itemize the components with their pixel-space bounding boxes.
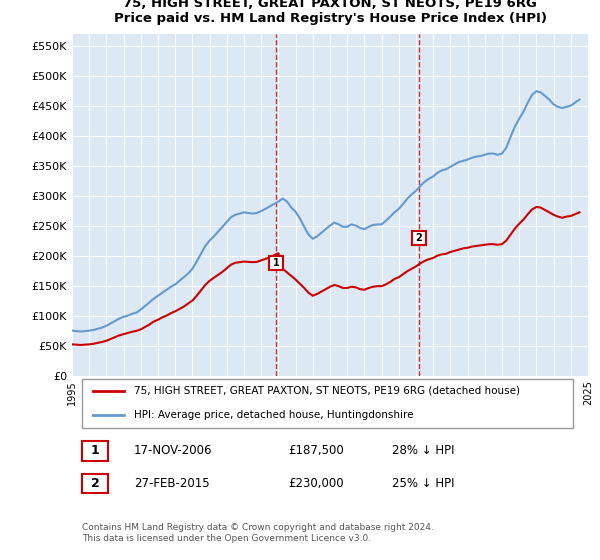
Text: 28% ↓ HPI: 28% ↓ HPI: [392, 444, 454, 458]
FancyBboxPatch shape: [82, 379, 572, 427]
Text: 1: 1: [91, 444, 100, 458]
Text: £187,500: £187,500: [289, 444, 344, 458]
Text: 2: 2: [415, 232, 422, 242]
Text: £230,000: £230,000: [289, 477, 344, 490]
Text: HPI: Average price, detached house, Huntingdonshire: HPI: Average price, detached house, Hunt…: [134, 410, 413, 420]
Title: 75, HIGH STREET, GREAT PAXTON, ST NEOTS, PE19 6RG
Price paid vs. HM Land Registr: 75, HIGH STREET, GREAT PAXTON, ST NEOTS,…: [113, 0, 547, 26]
Text: 27-FEB-2015: 27-FEB-2015: [134, 477, 209, 490]
Text: 25% ↓ HPI: 25% ↓ HPI: [392, 477, 454, 490]
FancyBboxPatch shape: [82, 441, 108, 461]
Text: 75, HIGH STREET, GREAT PAXTON, ST NEOTS, PE19 6RG (detached house): 75, HIGH STREET, GREAT PAXTON, ST NEOTS,…: [134, 386, 520, 396]
FancyBboxPatch shape: [82, 474, 108, 493]
Text: 2: 2: [91, 477, 100, 490]
Text: 1: 1: [273, 258, 280, 268]
Text: Contains HM Land Registry data © Crown copyright and database right 2024.
This d: Contains HM Land Registry data © Crown c…: [82, 523, 434, 543]
Text: 17-NOV-2006: 17-NOV-2006: [134, 444, 212, 458]
